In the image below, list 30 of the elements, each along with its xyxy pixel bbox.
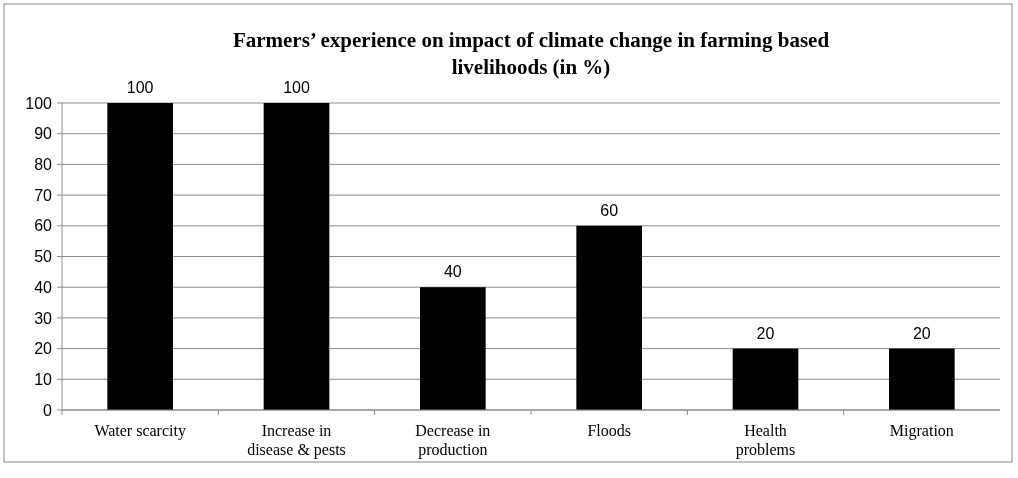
bar xyxy=(576,225,642,410)
y-tick-label: 40 xyxy=(34,278,53,296)
bar xyxy=(889,348,955,410)
y-tick-label: 70 xyxy=(34,186,53,204)
y-tick-label: 0 xyxy=(43,401,53,419)
chart-title: Farmers’ experience on impact of climate change in farming based livelihoods (in %) xyxy=(232,28,830,79)
data-label: 20 xyxy=(912,324,931,342)
data-label: 100 xyxy=(126,79,154,96)
x-tick-label: Water scarcity xyxy=(94,422,186,440)
y-tick-label: 100 xyxy=(25,94,53,112)
data-label: 100 xyxy=(283,79,310,96)
y-tick-label: 50 xyxy=(34,248,53,266)
y-tick-label: 30 xyxy=(34,309,53,327)
data-label: 20 xyxy=(756,324,775,342)
x-tick-label: Migration xyxy=(889,422,954,440)
x-tick-label: Health problems xyxy=(735,422,796,459)
y-tick-label: 20 xyxy=(34,340,53,358)
x-tick-label: Decrease in production xyxy=(415,422,491,459)
bar xyxy=(107,103,173,410)
bar xyxy=(732,348,799,410)
data-label: 40 xyxy=(443,263,462,281)
bar xyxy=(263,103,330,410)
y-tick-label: 80 xyxy=(34,156,53,173)
data-label: 60 xyxy=(600,201,619,219)
y-tick-label: 60 xyxy=(34,217,53,235)
y-tick-label: 10 xyxy=(34,370,53,388)
x-tick-label: Increase in disease & pests xyxy=(247,422,346,459)
x-tick-label: Floods xyxy=(587,422,631,439)
y-tick-label: 90 xyxy=(34,125,53,143)
bar xyxy=(420,287,486,410)
